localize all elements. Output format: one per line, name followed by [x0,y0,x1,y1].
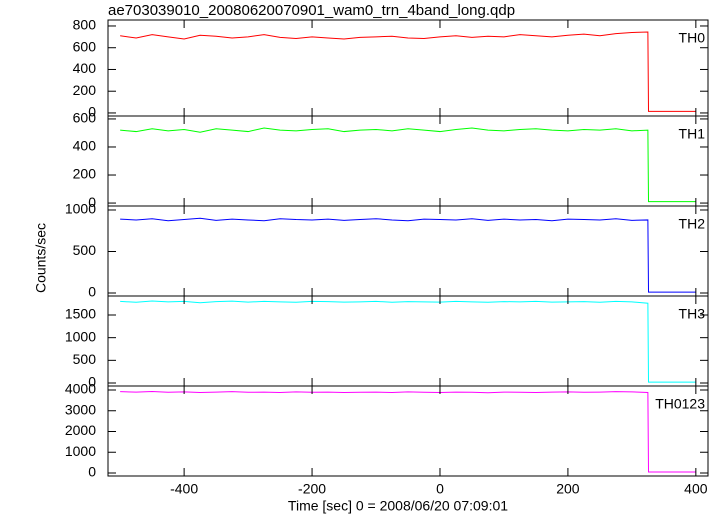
y-tick-label: 0 [88,194,96,210]
y-tick-label: 1500 [65,306,96,322]
y-tick-label: 500 [73,351,97,367]
y-tick-label: 600 [73,38,97,54]
panel-frame [107,295,709,387]
y-tick-label: 400 [73,60,97,76]
x-tick-label: 0 [436,481,444,497]
x-tick-label: -400 [170,481,198,497]
data-line [120,31,696,112]
y-tick-label: 400 [73,138,97,154]
y-axis-label: Counts/sec [33,223,49,293]
panel-label: TH0123 [655,396,705,412]
y-tick-label: 500 [73,242,97,258]
panel-frame [107,205,709,297]
data-line [120,390,696,473]
y-tick-label: 1000 [65,443,96,459]
panel-label: TH1 [679,126,706,142]
y-tick-label: 0 [88,104,96,120]
y-tick-label: 2000 [65,422,96,438]
y-tick-label: 4000 [65,381,96,397]
x-tick-label: -200 [298,481,326,497]
panel-frame [107,385,709,477]
panel-label: TH0 [679,30,706,46]
x-tick-label: 200 [556,481,580,497]
data-line [120,127,696,203]
y-tick-label: 600 [73,110,97,126]
y-tick-label: 0 [88,284,96,300]
panel-label: TH2 [679,216,706,232]
y-tick-label: 800 [73,17,97,33]
panel-label: TH3 [679,306,706,322]
y-tick-label: 3000 [65,401,96,417]
y-tick-label: 1000 [65,201,96,217]
data-line [120,217,696,293]
x-tick-label: 400 [684,481,708,497]
x-axis-label: Time [sec] 0 = 2008/06/20 07:09:01 [288,498,508,514]
data-line [120,300,696,383]
panel-frame [107,19,709,117]
y-tick-label: 200 [73,166,97,182]
chart-title: ae703039010_20080620070901_wam0_trn_4ban… [108,2,515,19]
y-tick-label: 1000 [65,328,96,344]
y-tick-label: 0 [88,464,96,480]
y-tick-label: 0 [88,374,96,390]
y-tick-label: 200 [73,82,97,98]
